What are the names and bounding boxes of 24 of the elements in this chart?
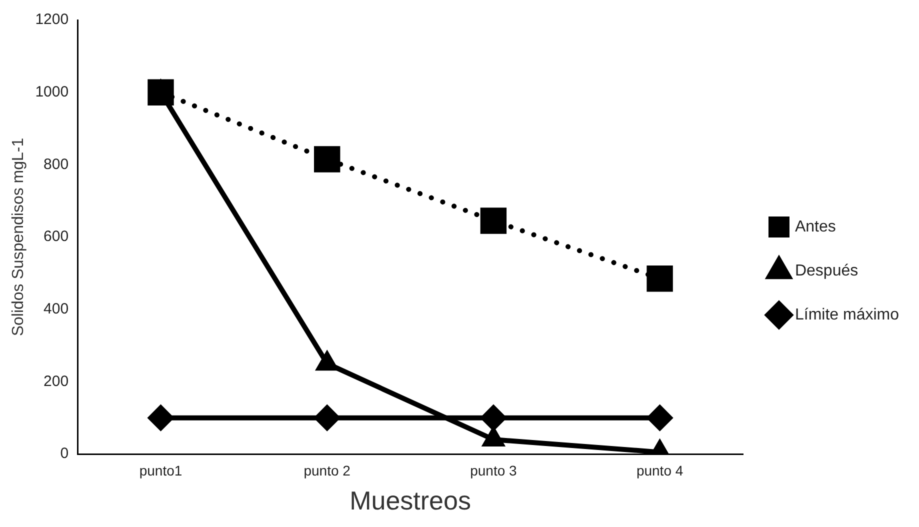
x-tick-label: punto 2 (304, 462, 351, 478)
point (314, 405, 340, 430)
point (148, 405, 174, 430)
y-tick-label: 1000 (35, 83, 69, 100)
point (314, 146, 340, 172)
x-tick-label: punto 3 (470, 462, 518, 478)
point (480, 405, 506, 430)
point (480, 208, 507, 234)
y-tick-label: 200 (44, 372, 69, 390)
x-tick-label: punto1 (139, 462, 182, 478)
point (646, 265, 673, 292)
point (148, 79, 174, 106)
point (647, 405, 672, 430)
x-axis-title: Muestreos (350, 486, 471, 516)
legend-label: Antes (794, 218, 836, 236)
y-tick-label: 400 (44, 300, 69, 318)
y-tick-label: 1200 (35, 11, 69, 28)
legend-label: Después (794, 262, 858, 280)
y-tick-label: 0 (60, 445, 69, 462)
y-tick-label: 800 (44, 156, 69, 173)
y-axis-title: Solidos Suspendisos mgL-1 (10, 138, 28, 336)
x-tick-label: punto 4 (636, 462, 684, 478)
legend-label: Límite máximo (794, 306, 900, 324)
y-tick-label: 600 (44, 228, 69, 246)
